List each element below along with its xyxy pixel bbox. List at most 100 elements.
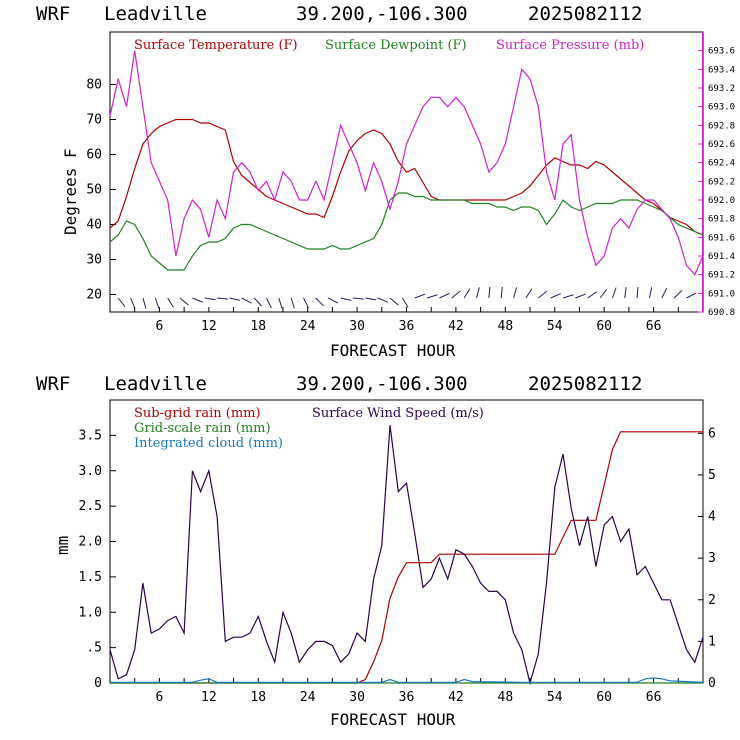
wind-barb (686, 292, 697, 299)
wind-barb (217, 297, 229, 300)
legend-wind-speed: Surface Wind Speed (m/s) (312, 406, 484, 421)
y-axis-label: Degrees F (61, 148, 80, 235)
y-tick-label: 3.0 (79, 464, 102, 479)
y-tick-label: 0 (94, 676, 102, 691)
wind-barb (278, 297, 283, 309)
series-line-surface-temperature-f (109, 118, 704, 236)
wind-barb (673, 289, 683, 299)
x-tick-label: 18 (250, 690, 266, 705)
y2-tick-label: 693.4 (708, 65, 735, 75)
panel2-ticks: 6 12 18 24 30 36 42 48 54 60 660.51.01.52.02.53.03… (79, 426, 716, 705)
y2-tick-label: 692.0 (708, 196, 735, 206)
panel1-series (109, 50, 704, 276)
x-tick-label: 48 (498, 690, 514, 705)
wind-barb (117, 297, 126, 308)
y-tick-label: 50 (86, 183, 102, 198)
x-tick-label: 30 (349, 690, 365, 705)
x-tick-label: 60 (596, 319, 612, 334)
x-tick-label: 36 (399, 319, 415, 334)
y-tick-label: 20 (86, 288, 102, 303)
y2-tick-label: 6 (708, 426, 716, 441)
y2-tick-label: 693.6 (708, 47, 735, 57)
wind-barb (204, 297, 216, 301)
wind-barb (611, 287, 617, 299)
x-tick-label: 42 (448, 319, 464, 334)
wind-barb (253, 297, 263, 307)
y-tick-label: 2.0 (79, 535, 102, 550)
wind-barb (142, 297, 147, 309)
y2-tick-label: 691.0 (708, 289, 735, 299)
y-tick-label: 70 (86, 113, 102, 128)
header-run: 2025082112 (528, 3, 642, 25)
wind-barb (599, 288, 608, 299)
series-line-integrated-cloud-mm (110, 677, 704, 683)
x-axis-label: FORECAST HOUR (330, 341, 456, 360)
panel2-series (109, 424, 704, 686)
series-line-sub-grid-rain-mm (110, 431, 703, 684)
series-line-surface-dewpoint-f (109, 192, 704, 271)
x-tick-label: 66 (646, 319, 662, 334)
x-tick-label: 6 (156, 319, 164, 334)
wind-barb (648, 287, 653, 299)
y-tick-label: 2.5 (79, 499, 102, 514)
wind-barb (241, 297, 252, 304)
legend-temperature: Surface Temperature (F) (134, 38, 298, 53)
x-tick-label: 42 (448, 690, 464, 705)
panel1-legend: Surface Temperature (F) Surface Dewpoint… (134, 38, 644, 53)
y2-tick-label: 691.6 (708, 233, 735, 243)
y2-tick-label: 691.8 (708, 215, 735, 225)
legend-pressure: Surface Pressure (mb) (496, 38, 644, 53)
legend-gridscale-rain: Grid-scale rain (mm) (134, 421, 271, 436)
header-model: WRF (36, 373, 70, 395)
x-axis-label: FORECAST HOUR (330, 710, 456, 729)
y2-tick-label: 691.4 (708, 252, 735, 262)
x-tick-label: 12 (201, 690, 217, 705)
wind-barb (513, 287, 518, 299)
pressure-axis-line (702, 32, 703, 312)
x-tick-label: 54 (547, 690, 563, 705)
wind-barb (463, 288, 471, 299)
x-tick-label: 24 (300, 690, 316, 705)
y2-tick-label: 0 (708, 676, 716, 691)
y-tick-label: .5 (86, 641, 102, 656)
y-tick-label: 1.0 (79, 605, 102, 620)
y2-tick-label: 3 (708, 551, 716, 566)
wind-barb (426, 294, 438, 299)
header-station: Leadville (104, 3, 207, 25)
wind-barb (290, 297, 295, 309)
panel2-legend: Sub-grid rain (mm) Surface Wind Speed (m… (134, 406, 484, 451)
wind-barb (167, 297, 174, 308)
wind-barb (377, 297, 389, 303)
y-tick-label: 30 (86, 253, 102, 268)
wind-barb (439, 292, 450, 299)
y2-tick-label: 692.4 (708, 159, 735, 169)
wind-barb (130, 297, 136, 309)
wind-barb (328, 297, 339, 304)
wind-barb (340, 297, 352, 301)
wind-barb (315, 297, 324, 307)
legend-subgrid-rain: Sub-grid rain (mm) (134, 406, 261, 421)
panel-precipitation: WRF Leadville 39.200,-106.300 2025082112… (36, 373, 716, 729)
wind-barb (352, 297, 364, 300)
y-tick-label: 60 (86, 148, 102, 163)
y-tick-label: 3.5 (79, 428, 102, 443)
x-tick-label: 12 (201, 319, 217, 334)
x-tick-label: 66 (646, 690, 662, 705)
legend-dewpoint: Surface Dewpoint (F) (325, 38, 467, 53)
wind-barb (562, 294, 574, 299)
x-tick-label: 36 (399, 690, 415, 705)
wind-barb (587, 291, 598, 299)
panel-temperature: WRF Leadville 39.200,-106.300 2025082112… (36, 3, 735, 360)
panel2-header: WRF Leadville 39.200,-106.300 2025082112 (36, 373, 642, 395)
header-coords: 39.200,-106.300 (296, 373, 468, 395)
header-run: 2025082112 (528, 373, 642, 395)
x-tick-label: 48 (498, 319, 514, 334)
wind-barb (154, 297, 160, 309)
y2-tick-label: 1 (708, 634, 716, 649)
wind-barbs (117, 286, 697, 309)
header-station: Leadville (104, 373, 207, 395)
y2-tick-label: 690.8 (708, 308, 735, 318)
x-tick-label: 6 (156, 690, 164, 705)
y2-tick-label: 5 (708, 468, 716, 483)
